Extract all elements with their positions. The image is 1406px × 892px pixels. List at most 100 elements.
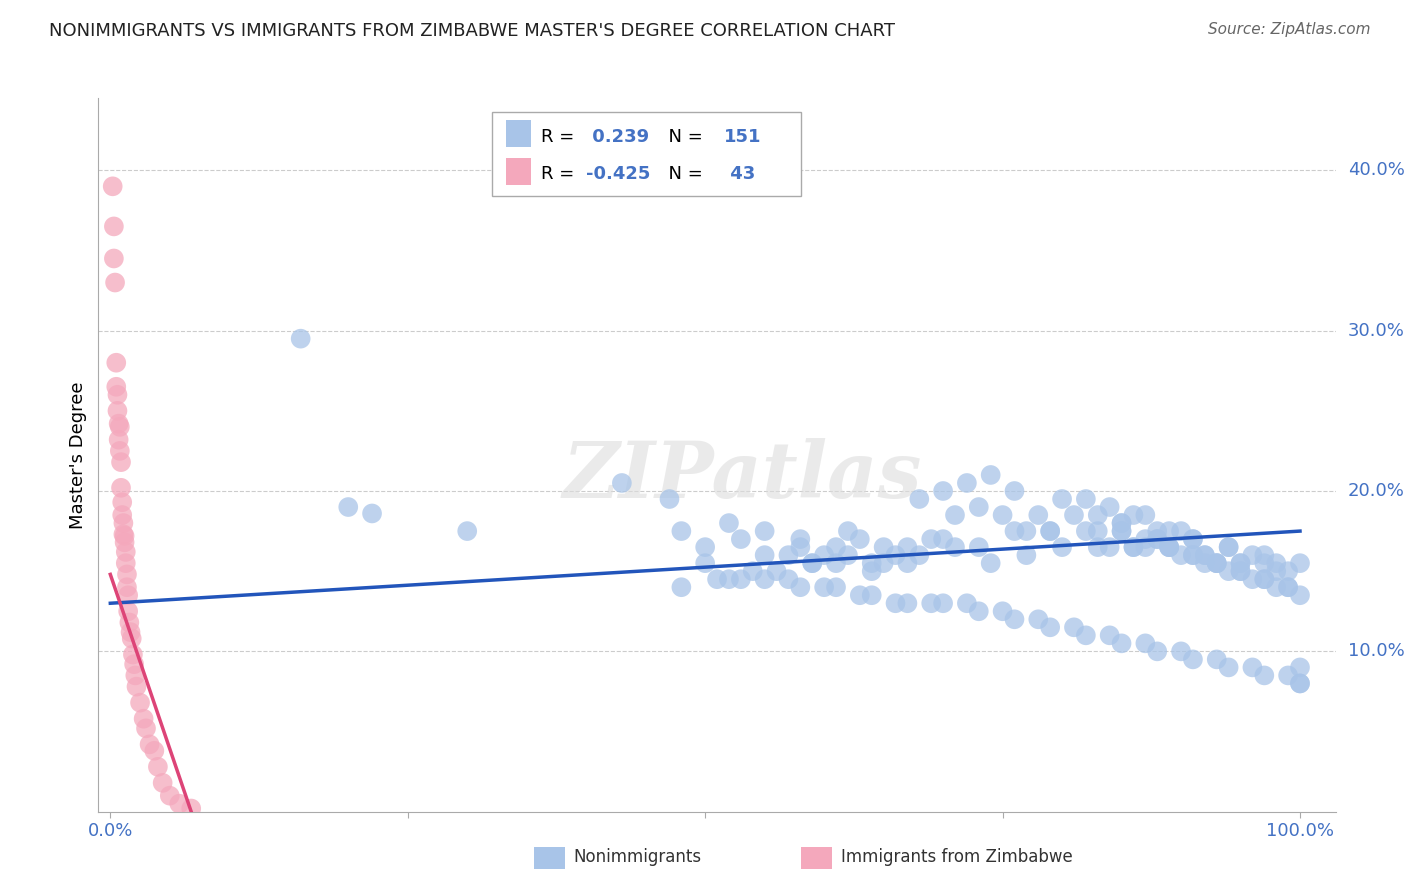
Point — [860, 564, 883, 578]
Point — [837, 524, 859, 538]
Point — [754, 524, 776, 538]
Point — [695, 540, 717, 554]
Point — [118, 615, 141, 630]
Text: Source: ZipAtlas.com: Source: ZipAtlas.com — [1208, 22, 1371, 37]
Point — [1098, 540, 1121, 554]
Point — [1039, 524, 1062, 538]
Point — [112, 527, 135, 541]
Text: Immigrants from Zimbabwe: Immigrants from Zimbabwe — [841, 848, 1073, 866]
Point — [1098, 500, 1121, 514]
Point — [1039, 620, 1062, 634]
Point — [1277, 668, 1299, 682]
Point — [1004, 524, 1026, 538]
Point — [1205, 652, 1227, 666]
Point — [115, 580, 138, 594]
Text: NONIMMIGRANTS VS IMMIGRANTS FROM ZIMBABWE MASTER'S DEGREE CORRELATION CHART: NONIMMIGRANTS VS IMMIGRANTS FROM ZIMBABW… — [49, 22, 896, 40]
Point — [789, 580, 811, 594]
Point — [146, 760, 169, 774]
Point — [1087, 524, 1109, 538]
Point — [1087, 540, 1109, 554]
Point — [1146, 644, 1168, 658]
Point — [124, 668, 146, 682]
Point — [108, 444, 131, 458]
Point — [837, 548, 859, 562]
Point — [111, 495, 134, 509]
Point — [1159, 524, 1181, 538]
Y-axis label: Master's Degree: Master's Degree — [69, 381, 87, 529]
Point — [135, 722, 157, 736]
Point — [908, 491, 931, 506]
Point — [1135, 532, 1157, 546]
Point — [114, 556, 136, 570]
Point — [337, 500, 360, 514]
Point — [103, 219, 125, 234]
Text: 40.0%: 40.0% — [1348, 161, 1405, 179]
Point — [896, 540, 918, 554]
Point — [1277, 564, 1299, 578]
Point — [115, 567, 138, 582]
Point — [108, 420, 131, 434]
Point — [1289, 676, 1312, 690]
Point — [967, 604, 990, 618]
Point — [1159, 540, 1181, 554]
Point — [1229, 556, 1251, 570]
Point — [1253, 548, 1275, 562]
Text: N =: N = — [657, 128, 709, 145]
Point — [1159, 540, 1181, 554]
Point — [129, 696, 152, 710]
Point — [1205, 556, 1227, 570]
Point — [778, 548, 800, 562]
Point — [114, 535, 136, 549]
Point — [980, 467, 1002, 482]
Point — [103, 252, 125, 266]
Point — [980, 556, 1002, 570]
Point — [1074, 628, 1097, 642]
Point — [1074, 524, 1097, 538]
Point — [1015, 548, 1038, 562]
Point — [1087, 508, 1109, 522]
Point — [860, 556, 883, 570]
Point — [717, 516, 740, 530]
Point — [1194, 548, 1216, 562]
Point — [1181, 532, 1204, 546]
Text: ZIPatlas: ZIPatlas — [562, 438, 921, 515]
Point — [1277, 580, 1299, 594]
Point — [1194, 548, 1216, 562]
Point — [107, 433, 129, 447]
Text: N =: N = — [657, 165, 709, 183]
Point — [1229, 564, 1251, 578]
Point — [695, 556, 717, 570]
Point — [789, 540, 811, 554]
Point — [1135, 636, 1157, 650]
Point — [1122, 540, 1144, 554]
Point — [1050, 540, 1073, 554]
Point — [159, 789, 181, 803]
Point — [1218, 660, 1240, 674]
Point — [896, 556, 918, 570]
Point — [1111, 516, 1133, 530]
Point — [1253, 572, 1275, 586]
Point — [1229, 564, 1251, 578]
Point — [1074, 491, 1097, 506]
Point — [920, 532, 942, 546]
Point — [1159, 540, 1181, 554]
Point — [1241, 548, 1264, 562]
Point — [932, 596, 955, 610]
Point — [1026, 508, 1049, 522]
Point — [1289, 588, 1312, 602]
Point — [884, 596, 907, 610]
Point — [860, 588, 883, 602]
Point — [121, 632, 143, 646]
Point — [896, 596, 918, 610]
Point — [132, 712, 155, 726]
Point — [1122, 540, 1144, 554]
Point — [122, 657, 145, 672]
Point — [1004, 612, 1026, 626]
Point — [1253, 668, 1275, 682]
Point — [143, 744, 166, 758]
Point — [754, 548, 776, 562]
Point — [884, 548, 907, 562]
Point — [107, 404, 129, 418]
Point — [1135, 540, 1157, 554]
Point — [1146, 532, 1168, 546]
